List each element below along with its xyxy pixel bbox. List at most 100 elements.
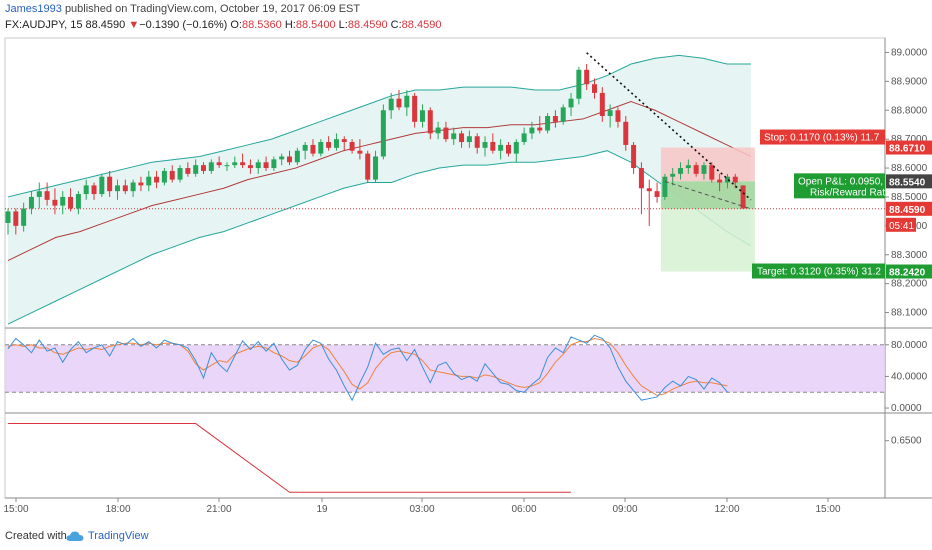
candle xyxy=(326,136,332,151)
candle-body xyxy=(161,170,167,183)
candle-body xyxy=(216,162,222,166)
candle-body xyxy=(44,191,50,200)
candle xyxy=(107,170,113,197)
candle-body xyxy=(99,176,105,195)
change-value: −0.1390 (−0.16%) xyxy=(139,19,228,31)
stop-label-box xyxy=(760,129,885,145)
candle xyxy=(287,150,293,166)
high-label: H: xyxy=(284,19,296,31)
candle xyxy=(255,159,261,174)
pnl-line xyxy=(664,180,752,210)
candle xyxy=(662,173,668,200)
down-arrow-icon: ▼ xyxy=(128,19,140,31)
price-tick-label: 88.1000 xyxy=(891,308,928,319)
candle xyxy=(545,113,551,134)
candle xyxy=(537,116,543,134)
candle xyxy=(638,162,644,215)
stop-price-badge-label: 88.6710 xyxy=(889,144,926,155)
candle-body xyxy=(326,142,332,148)
candle xyxy=(552,110,558,128)
candle-body xyxy=(263,162,269,169)
candle xyxy=(388,92,394,119)
candle xyxy=(294,147,300,166)
candle-body xyxy=(357,150,363,154)
close-value: 88.4590 xyxy=(401,19,442,31)
chart-canvas[interactable]: Stop: 0.1170 (0.13%) 11.7 Target: 0.3120 … xyxy=(0,0,932,522)
time-tick-label: 15:00 xyxy=(815,504,840,515)
footer: Created with TradingView xyxy=(0,522,932,550)
time-tick-label: 12:00 xyxy=(714,504,739,515)
candle xyxy=(177,165,183,183)
tradingview-cloud-icon xyxy=(66,531,84,541)
candle xyxy=(599,87,605,122)
price-tick-label: 89.0000 xyxy=(891,47,928,58)
candle xyxy=(693,162,699,177)
candle-body xyxy=(365,153,371,180)
candle-body xyxy=(107,176,113,192)
bollinger-fill xyxy=(8,55,751,325)
candle-body xyxy=(482,142,488,148)
trendline xyxy=(586,52,752,201)
candle-body xyxy=(91,185,97,195)
close-label: C: xyxy=(390,19,402,31)
stop-label: Stop: 0.1170 (0.13%) 11.7 xyxy=(764,133,880,144)
candle xyxy=(615,107,621,128)
candle-body xyxy=(592,84,597,93)
candle-body xyxy=(404,95,410,108)
stop-price-badge xyxy=(886,140,932,155)
candle xyxy=(740,185,746,209)
candle-body xyxy=(631,144,637,169)
candle-body xyxy=(169,170,175,180)
time-tick-label: 06:00 xyxy=(511,504,536,515)
time-tick-label: 09:00 xyxy=(612,504,637,515)
candle-body xyxy=(537,127,543,131)
candle xyxy=(75,191,81,215)
symbol-label[interactable]: FX:AUDJPY, 15 xyxy=(5,19,83,31)
candle-body xyxy=(396,98,402,108)
candle-body xyxy=(52,199,58,206)
candle xyxy=(435,121,441,140)
stop-zone xyxy=(660,147,755,182)
entry-price-badge xyxy=(886,174,932,189)
low-label: L: xyxy=(338,19,348,31)
candle xyxy=(99,173,105,197)
candle xyxy=(560,104,566,125)
price-tick-label: 88.2000 xyxy=(891,279,928,290)
candle xyxy=(396,90,402,111)
candle xyxy=(568,92,574,117)
candle xyxy=(412,92,418,128)
last-price: 88.4590 xyxy=(85,19,126,31)
candle xyxy=(685,159,691,174)
candle xyxy=(521,127,527,145)
candle-body xyxy=(294,150,300,163)
candle xyxy=(169,165,175,183)
stochastic-tick-label: 80.0000 xyxy=(891,340,928,351)
time-tick-label: 03:00 xyxy=(409,504,434,515)
candle-body xyxy=(388,98,394,111)
candle xyxy=(732,173,738,189)
candle-body xyxy=(412,95,418,122)
candle-body xyxy=(302,144,308,151)
candle xyxy=(459,130,465,148)
candle-body xyxy=(130,182,136,192)
bollinger-upper-line xyxy=(7,54,751,198)
candle-body xyxy=(427,110,433,134)
candle-body xyxy=(599,92,605,117)
candle-body xyxy=(685,165,691,169)
candle xyxy=(310,139,316,157)
countdown-label: 05:41 xyxy=(889,221,914,232)
lower-indicator-line xyxy=(8,423,572,493)
candle-body xyxy=(740,185,746,209)
candle-body xyxy=(177,168,183,180)
last-price-badge-label: 88.4590 xyxy=(889,205,926,216)
pnl-label: Open P&L: 0.0950, ... xyxy=(798,176,894,187)
candle-body xyxy=(552,116,558,122)
candle xyxy=(419,104,425,128)
candle xyxy=(505,142,511,157)
tradingview-link[interactable]: TradingView xyxy=(88,530,149,542)
candle-body xyxy=(310,144,316,154)
stochastic-band xyxy=(5,344,885,393)
candle-body xyxy=(646,188,652,192)
candle-body xyxy=(36,191,42,197)
author-link[interactable]: James1993 xyxy=(5,3,62,15)
